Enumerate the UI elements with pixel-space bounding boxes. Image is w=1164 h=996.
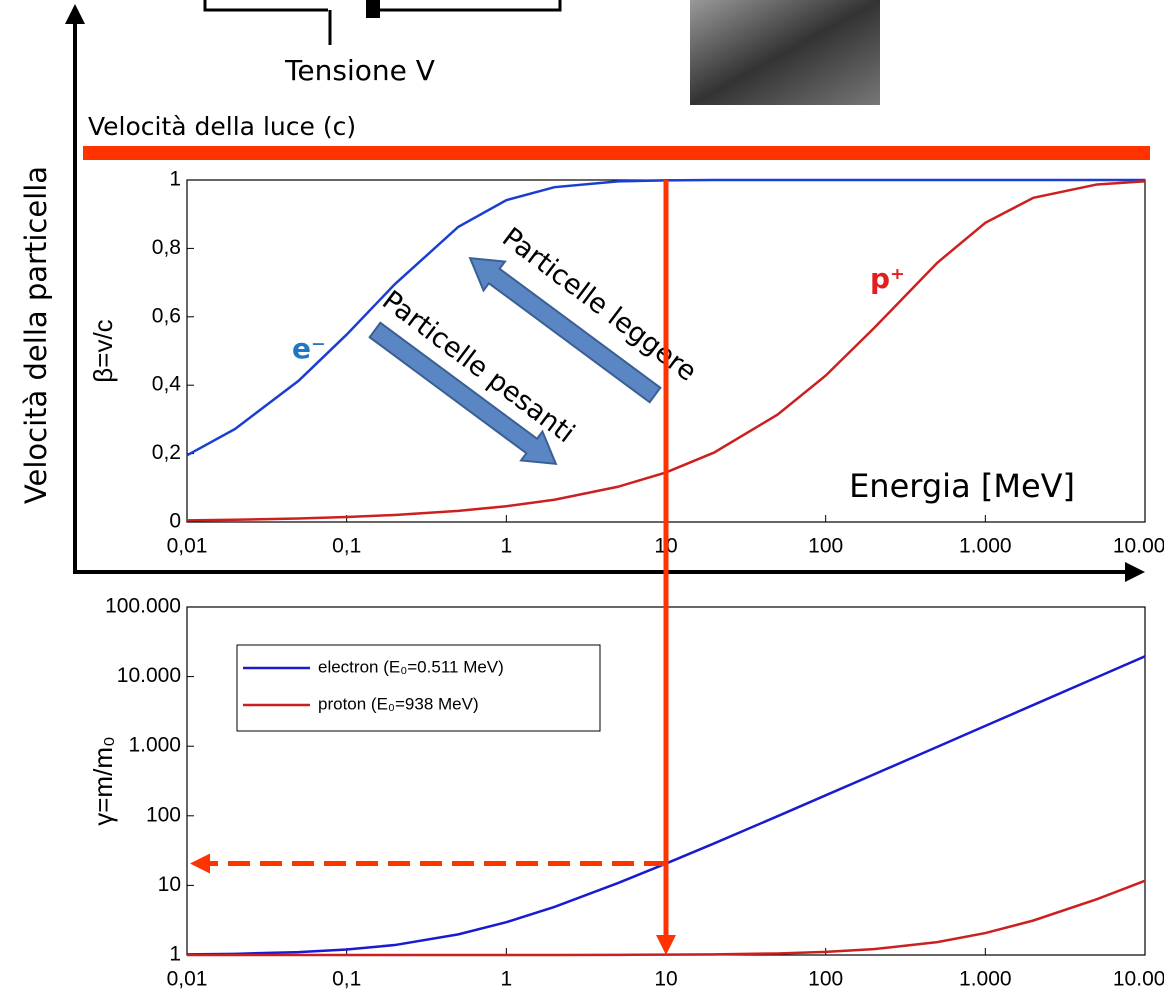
- y-tick-label: 100.000: [105, 595, 181, 618]
- x-tick-label: 0,01: [167, 968, 208, 991]
- legend-label: proton (E₀=938 MeV): [318, 694, 479, 713]
- battery: [366, 0, 380, 18]
- y-tick-label: 10.000: [117, 664, 181, 687]
- y-tick-label: 1.000: [128, 734, 181, 757]
- xray-image: [690, 0, 880, 105]
- x-tick-label: 0,01: [167, 535, 208, 558]
- series-label: p⁺: [870, 262, 905, 295]
- y-tick-label: 0: [169, 510, 181, 533]
- x-tick-label: 100: [808, 535, 843, 558]
- y-tick-label: 1: [169, 943, 181, 966]
- x-tick-label: 1.000: [959, 535, 1012, 558]
- x-tick-label: 1: [500, 535, 512, 558]
- x-tick-label: 0,1: [332, 535, 361, 558]
- light-speed-label: Velocità della luce (c): [88, 112, 356, 141]
- y-axis-title: Velocità della particella: [19, 166, 53, 504]
- x-tick-label: 10: [654, 968, 677, 991]
- slide: Tensione V Velocità della luce (c) Veloc…: [0, 0, 1164, 996]
- y-axis-label: γ=m/m₀: [88, 736, 118, 826]
- charts: 0,01 0,1 1 10 100 1.000 10.000 0 0,2 0,4 0,6 0,8 1 En…: [88, 168, 1164, 991]
- series-label: e⁻: [292, 332, 326, 365]
- y-tick-label: 10: [158, 873, 181, 896]
- legend-label: electron (E₀=0.511 MeV): [318, 657, 504, 676]
- y-axis-label: β=v/c: [88, 319, 118, 382]
- y-tick-label: 0,4: [152, 373, 182, 396]
- y-tick-label: 0,6: [152, 304, 181, 327]
- x-tick-label: 10.000: [1113, 535, 1164, 558]
- y-tick-label: 100: [146, 803, 181, 826]
- y-tick-label: 0,2: [152, 441, 181, 464]
- circuit: [205, 0, 560, 45]
- y-tick-label: 0,8: [152, 236, 181, 259]
- y-tick-label: 1: [169, 168, 181, 191]
- x-tick-label: 1: [500, 968, 512, 991]
- voltage-label: Tensione V: [284, 54, 435, 87]
- x-tick-label: 1.000: [959, 968, 1012, 991]
- x-tick-label: 100: [808, 968, 843, 991]
- x-axis-label: Energia [MeV]: [849, 467, 1075, 505]
- x-tick-label: 10.000: [1113, 968, 1164, 991]
- x-tick-label: 0,1: [332, 968, 361, 991]
